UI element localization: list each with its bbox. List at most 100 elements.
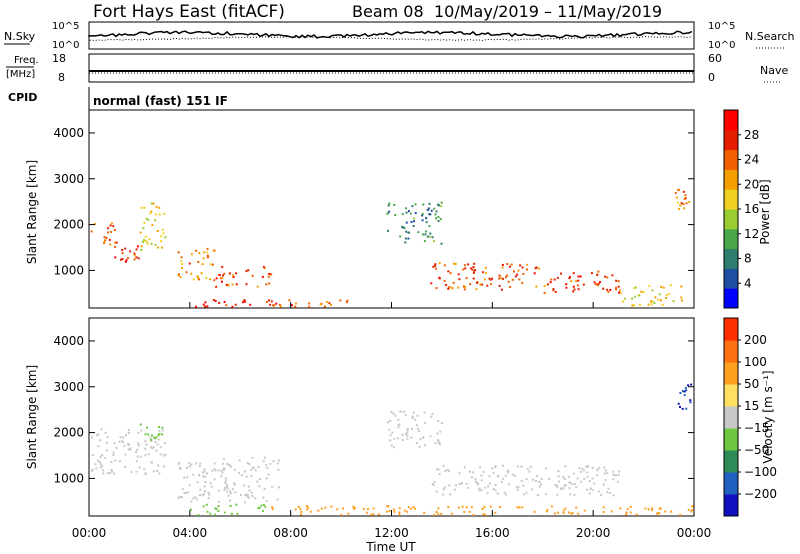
data-cell (295, 302, 297, 305)
data-cell (139, 231, 142, 234)
data-cell (202, 303, 205, 306)
data-cell (484, 486, 487, 489)
data-cell (437, 203, 439, 206)
data-cell (458, 472, 461, 475)
data-cell (612, 473, 615, 476)
data-cell (418, 445, 421, 448)
data-cell (188, 262, 191, 265)
data-cell (501, 263, 504, 266)
data-cell (203, 251, 206, 254)
nsearch-label: N.Search (745, 30, 795, 43)
data-cell (202, 475, 205, 478)
data-cell (543, 291, 546, 294)
nsky-tick-low: 10^0 (52, 40, 79, 51)
colorbar-frame (723, 317, 739, 517)
data-cell (446, 469, 449, 471)
data-cell (367, 508, 370, 510)
data-cell (424, 444, 427, 447)
data-cell (650, 303, 653, 306)
data-cell (535, 480, 537, 483)
colorbar-swatch (724, 129, 738, 151)
data-cell (533, 510, 536, 513)
data-cell (113, 472, 116, 475)
data-cell (470, 506, 473, 509)
data-cell (658, 507, 661, 510)
colorbar-swatch (724, 384, 738, 407)
data-cell (543, 285, 546, 288)
data-cell (513, 270, 515, 273)
power-ylabel: Slant Range [km] (25, 160, 39, 264)
data-cell (591, 477, 594, 480)
data-cell (209, 263, 212, 266)
data-cell (501, 277, 504, 280)
data-cell (249, 303, 252, 306)
data-cell (677, 402, 680, 405)
data-cell (162, 465, 165, 468)
data-cell (602, 287, 605, 290)
data-cell (432, 240, 435, 243)
data-cell (178, 461, 181, 464)
data-cell (397, 418, 400, 421)
data-cell (121, 252, 124, 255)
data-cell (408, 210, 410, 213)
data-cell (256, 285, 259, 288)
data-cell (657, 512, 659, 515)
data-cell (449, 272, 452, 275)
data-cell (462, 268, 465, 271)
data-cell (115, 241, 118, 244)
data-cell (494, 466, 497, 469)
data-cell (150, 438, 153, 441)
data-cell (583, 477, 586, 480)
data-cell (506, 274, 509, 277)
data-cell (417, 427, 420, 430)
data-cell (99, 466, 102, 469)
data-cell (393, 437, 396, 440)
data-cell (432, 265, 435, 268)
data-cell (423, 411, 426, 414)
data-cell (474, 269, 476, 272)
data-cell (251, 466, 254, 469)
colorbar-tick-label: 12 (744, 227, 759, 241)
data-cell (478, 487, 481, 490)
data-cell (457, 273, 460, 276)
data-cell (517, 269, 520, 272)
data-cell (552, 289, 555, 292)
data-cell (422, 233, 424, 236)
data-cell (144, 454, 147, 457)
data-cell (399, 235, 402, 238)
data-cell (123, 444, 126, 447)
freq-panel (88, 53, 695, 83)
data-cell (504, 474, 507, 477)
data-cell (113, 229, 116, 231)
x-tick-label: 16:00 (475, 526, 510, 540)
data-cell (404, 241, 407, 244)
data-cell (111, 470, 113, 473)
data-cell (183, 492, 186, 494)
data-cell (433, 207, 436, 210)
data-cell (300, 510, 303, 513)
data-cell (256, 480, 259, 483)
y-tick-label: 4000 (53, 126, 84, 140)
data-cell (149, 212, 152, 215)
data-cell (401, 213, 404, 216)
data-cell (267, 275, 270, 278)
data-cell (197, 276, 200, 279)
data-cell (263, 456, 266, 459)
data-cell (451, 287, 454, 290)
data-cell (593, 281, 596, 284)
data-cell (159, 446, 162, 449)
data-cell (372, 507, 375, 510)
data-cell (106, 436, 109, 439)
data-cell (569, 276, 571, 279)
data-cell (271, 506, 274, 509)
data-cell (203, 468, 206, 471)
data-cell (421, 214, 424, 217)
data-cell (401, 433, 404, 436)
data-cell (100, 428, 103, 431)
data-cell (405, 221, 408, 224)
data-cell (235, 503, 238, 506)
data-cell (147, 433, 150, 436)
data-cell (404, 414, 407, 416)
data-cell (386, 212, 389, 215)
colorbar-tick-label: 4 (744, 276, 752, 290)
